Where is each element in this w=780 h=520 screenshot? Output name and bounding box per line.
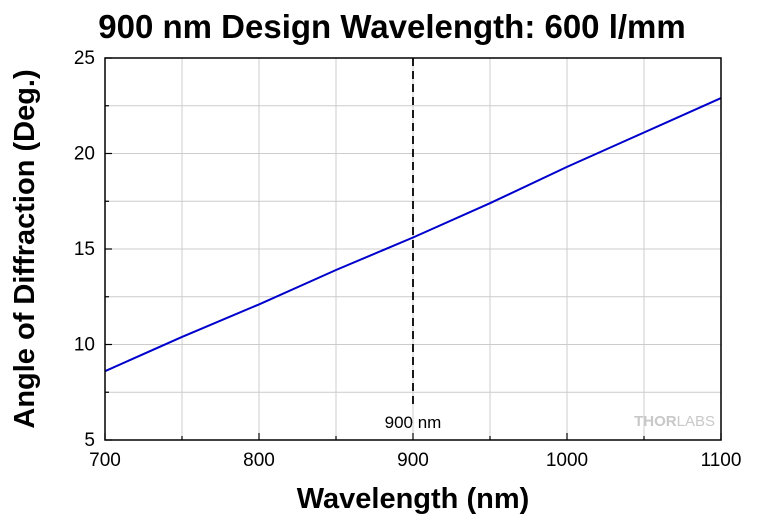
- x-tick-label: 700: [89, 450, 121, 471]
- x-tick-label: 1000: [546, 450, 588, 471]
- watermark-light-part: LABS: [677, 413, 715, 430]
- watermark-bold-part: THOR: [634, 413, 677, 430]
- y-tick-label: 25: [74, 48, 95, 69]
- y-axis-label: Angle of Diffraction (Deg.): [9, 69, 41, 428]
- watermark-logo: THORLABS: [634, 413, 715, 430]
- series-line: [104, 97, 722, 373]
- y-tick-label: 10: [74, 335, 95, 356]
- plot-area: 700 800 900 1000 1100 5 10 15 20 25: [74, 48, 742, 471]
- x-axis-label: Wavelength (nm): [297, 483, 530, 515]
- x-tick-label: 900: [397, 450, 429, 471]
- y-tick-label: 15: [74, 239, 95, 260]
- tick-marks: [104, 57, 722, 441]
- series-group: [104, 97, 722, 373]
- chart-title: 900 nm Design Wavelength: 600 l/mm: [98, 8, 685, 45]
- tick-labels: 700 800 900 1000 1100 5 10 15 20 25: [74, 48, 742, 471]
- y-tick-label: 20: [74, 144, 95, 165]
- x-tick-label: 1100: [701, 450, 742, 471]
- reference-line-label: 900 nm: [385, 413, 442, 432]
- y-tick-label: 5: [84, 430, 95, 451]
- x-tick-label: 800: [243, 450, 275, 471]
